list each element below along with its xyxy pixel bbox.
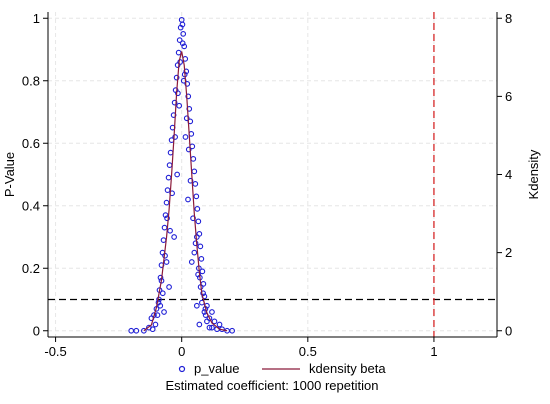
scatter-point-4 <box>176 37 183 43</box>
scatter-point-61 <box>229 327 235 334</box>
scatter-point-64 <box>193 302 200 309</box>
scatter-point-74 <box>179 40 186 47</box>
scatter-point-63 <box>161 309 167 315</box>
x-tick-label-3: 1 <box>430 344 437 359</box>
scatter-point-16 <box>170 112 177 118</box>
scatter-point-85 <box>209 309 215 315</box>
scatter-point-83 <box>156 296 162 303</box>
scatter-point-68 <box>185 196 191 203</box>
y-axis-title: P-Value <box>2 152 17 197</box>
scatter-point-42 <box>157 274 164 281</box>
scatter-point-5 <box>181 43 188 50</box>
series-layer <box>128 16 235 334</box>
kdensity-line <box>143 51 228 332</box>
scatter-point-69 <box>174 171 181 178</box>
scatter-point-29 <box>193 193 200 200</box>
scatter-point-97 <box>183 115 190 122</box>
scatter-point-48 <box>154 312 161 318</box>
scatter-point-14 <box>171 99 178 106</box>
axes: -0.5 0 0.5 1 0 0.2 0.4 0.6 0.8 1 0 2 4 6 8 <box>22 11 512 359</box>
y-tick-label-4: 0.8 <box>22 73 40 88</box>
scatter-point-37 <box>197 243 204 250</box>
legend-marker-p-value <box>178 365 186 373</box>
y2-tick-label-4: 8 <box>505 11 512 26</box>
scatter-point-66 <box>188 259 195 265</box>
scatter-point-71 <box>176 102 183 109</box>
scatter-point-87 <box>211 318 218 325</box>
scatter-point-65 <box>166 284 172 290</box>
scatter-point-50 <box>152 321 159 328</box>
scatter-point-76 <box>163 259 170 265</box>
scatter-point-62 <box>196 321 203 328</box>
scatter-point-3 <box>180 31 187 37</box>
scatter-point-90 <box>187 177 194 184</box>
scatter-point-39 <box>198 256 205 262</box>
scatter-point-9 <box>183 68 190 75</box>
legend: p_value kdensity beta <box>178 361 386 376</box>
y2-axis-title: Kdensity <box>526 149 541 199</box>
scatter-point-27 <box>192 181 199 187</box>
y-tick-label-1: 0.2 <box>22 261 40 276</box>
y2-tick-label-3: 6 <box>505 89 512 104</box>
scatter-point-92 <box>190 215 196 222</box>
scatter-point-75 <box>191 249 198 256</box>
scatter-point-96 <box>172 134 178 140</box>
scatter-point-51 <box>206 324 213 331</box>
x-tick-label-0: -0.5 <box>44 344 66 359</box>
scatter-point-54 <box>146 324 152 331</box>
y-tick-label-3: 0.6 <box>22 136 40 151</box>
legend-label-kdensity: kdensity beta <box>309 361 386 376</box>
scatter-point-94 <box>192 240 199 247</box>
scatter-point-2 <box>177 24 184 31</box>
scatter-point-41 <box>199 268 206 275</box>
y2-tick-label-1: 2 <box>505 245 512 260</box>
scatter-point-33 <box>195 218 202 225</box>
legend-label-p-value: p_value <box>194 361 240 376</box>
scatter-point-78 <box>159 290 166 297</box>
chart-note: Estimated coefficient: 1000 repetition <box>166 378 379 393</box>
scatter-point-102 <box>200 290 206 297</box>
scatter-point-106 <box>164 215 170 222</box>
grid-layer <box>48 12 497 337</box>
scatter-point-80 <box>206 315 213 322</box>
scatter-point-95 <box>185 146 192 153</box>
x-tick-label-2: 0.5 <box>299 344 317 359</box>
y-tick-label-0: 0 <box>33 323 40 338</box>
scatter-point-32 <box>162 212 169 218</box>
scatter-point-56 <box>141 327 147 334</box>
scatter-point-31 <box>194 206 201 212</box>
scatter-point-67 <box>171 234 177 240</box>
scatter-point-103 <box>157 302 164 309</box>
y2-tick-label-2: 4 <box>505 167 512 182</box>
y-tick-label-2: 0.4 <box>22 198 40 213</box>
scatter-point-89 <box>216 321 223 328</box>
scatter-point-70 <box>182 134 189 140</box>
scatter-point-30 <box>163 199 170 206</box>
scatter-point-11 <box>184 81 191 87</box>
scatter-point-13 <box>185 93 192 100</box>
scatter-point-93 <box>167 227 173 234</box>
x-tick-label-1: 0 <box>178 344 185 359</box>
scatter-point-10 <box>173 74 180 81</box>
y2-tick-label-0: 0 <box>505 323 512 338</box>
scatter-point-60 <box>128 327 135 334</box>
scatter-point-98 <box>175 90 181 97</box>
scatter-point-53 <box>209 324 215 331</box>
scatter-point-28 <box>164 187 171 193</box>
y-tick-label-5: 1 <box>33 11 40 26</box>
reference-lines <box>48 12 497 337</box>
